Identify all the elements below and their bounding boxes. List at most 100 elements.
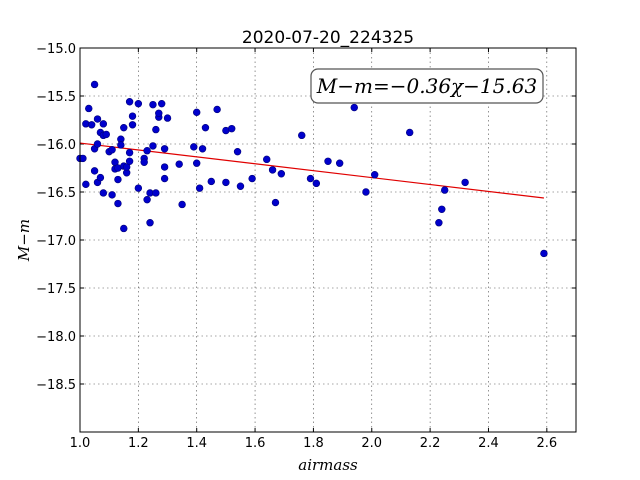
- data-point: [461, 178, 469, 187]
- data-point: [152, 125, 160, 134]
- data-point: [108, 191, 116, 199]
- data-point: [405, 128, 414, 137]
- axis-ticks: 1.0 1.2 1.4 1.6 1.8 2.0 2.2 2.4 2.6 −15.0 −15.5 −16…: [36, 42, 576, 451]
- data-point: [213, 105, 221, 114]
- data-point: [175, 160, 183, 168]
- fit-annotation: M−m=−0.36χ−15.63: [310, 68, 544, 104]
- data-point: [143, 195, 151, 204]
- data-point: [160, 163, 169, 171]
- data-point: [143, 147, 151, 155]
- x-tick-label: 2.0: [361, 436, 382, 451]
- data-point: [324, 157, 332, 165]
- data-point: [193, 159, 201, 167]
- data-point: [207, 177, 215, 186]
- y-tick-label: −15.0: [36, 42, 76, 57]
- data-point: [233, 147, 242, 156]
- data-point: [82, 180, 90, 189]
- plot-frame: [79, 47, 577, 433]
- x-tick-label: 2.4: [478, 436, 499, 451]
- y-tick-label: −17.0: [36, 234, 76, 249]
- data-point: [99, 189, 108, 197]
- data-point: [370, 171, 379, 179]
- data-point: [125, 157, 134, 165]
- data-point: [263, 155, 271, 164]
- annotation-box: [310, 68, 544, 104]
- y-tick-label: −17.5: [36, 282, 76, 297]
- y-tick-label: −18.0: [36, 330, 76, 345]
- x-tick-label: 2.2: [420, 436, 441, 451]
- data-point: [163, 114, 172, 122]
- x-tick-label: 1.4: [186, 436, 207, 451]
- data-point: [435, 219, 443, 227]
- data-point: [87, 121, 96, 129]
- y-axis-label: M−m: [15, 219, 33, 262]
- y-tick-label: −18.5: [36, 378, 76, 393]
- data-point: [222, 178, 230, 187]
- data-point: [120, 123, 128, 132]
- y-tick-label: −15.5: [36, 90, 76, 105]
- x-tick-label: 1.8: [303, 436, 324, 451]
- data-point: [312, 179, 321, 188]
- x-tick-label: 1.6: [245, 436, 266, 451]
- data-point: [125, 98, 134, 106]
- data-point: [114, 199, 122, 208]
- data-point: [128, 121, 137, 129]
- data-point: [108, 146, 116, 154]
- data-point: [228, 124, 236, 133]
- data-point: [85, 104, 93, 113]
- data-point: [160, 174, 169, 183]
- data-point: [152, 189, 160, 197]
- data-point: [90, 80, 99, 89]
- data-point: [268, 166, 277, 174]
- data-point: [306, 174, 315, 183]
- data-point: [298, 131, 306, 140]
- data-point: [198, 145, 207, 153]
- x-axis-label: airmass: [298, 456, 358, 474]
- data-point: [120, 224, 128, 233]
- data-point: [201, 123, 210, 132]
- data-point: [96, 173, 105, 182]
- data-point: [79, 154, 87, 163]
- data-point: [362, 188, 370, 196]
- data-point: [134, 184, 143, 192]
- data-point: [102, 130, 110, 139]
- y-tick-label: −16.5: [36, 186, 76, 201]
- data-point: [335, 159, 344, 167]
- data-point: [160, 145, 169, 153]
- data-point: [125, 148, 134, 157]
- data-point: [236, 182, 245, 190]
- data-point: [146, 219, 154, 227]
- data-point: [99, 120, 108, 128]
- data-point: [195, 184, 204, 192]
- data-point: [114, 175, 122, 184]
- data-point: [277, 170, 286, 178]
- y-tick-label: −16.0: [36, 138, 76, 153]
- x-tick-label: 1.0: [70, 436, 91, 451]
- data-point: [155, 109, 163, 117]
- data-point: [157, 99, 166, 108]
- data-point: [441, 186, 449, 194]
- data-point: [271, 198, 280, 207]
- annotation-text: M−m=−0.36χ−15.63: [316, 74, 537, 98]
- data-point: [93, 140, 102, 148]
- data-point: [140, 158, 148, 166]
- data-point: [178, 200, 186, 209]
- data-point: [149, 100, 157, 109]
- data-point: [149, 142, 157, 150]
- data-point: [122, 163, 131, 171]
- data-point: [93, 115, 102, 123]
- data-point: [90, 167, 99, 175]
- data-point: [128, 112, 137, 120]
- data-point: [248, 174, 256, 183]
- data-points: [76, 80, 548, 258]
- data-point: [193, 108, 201, 117]
- fit-line: [79, 142, 544, 199]
- chart-title: 2020-07-20_224325: [242, 28, 414, 48]
- x-tick-label: 1.2: [128, 436, 149, 451]
- x-tick-label: 2.6: [536, 436, 557, 451]
- data-point: [134, 99, 143, 108]
- data-point: [117, 141, 125, 149]
- data-point: [190, 143, 198, 151]
- data-point: [540, 249, 548, 258]
